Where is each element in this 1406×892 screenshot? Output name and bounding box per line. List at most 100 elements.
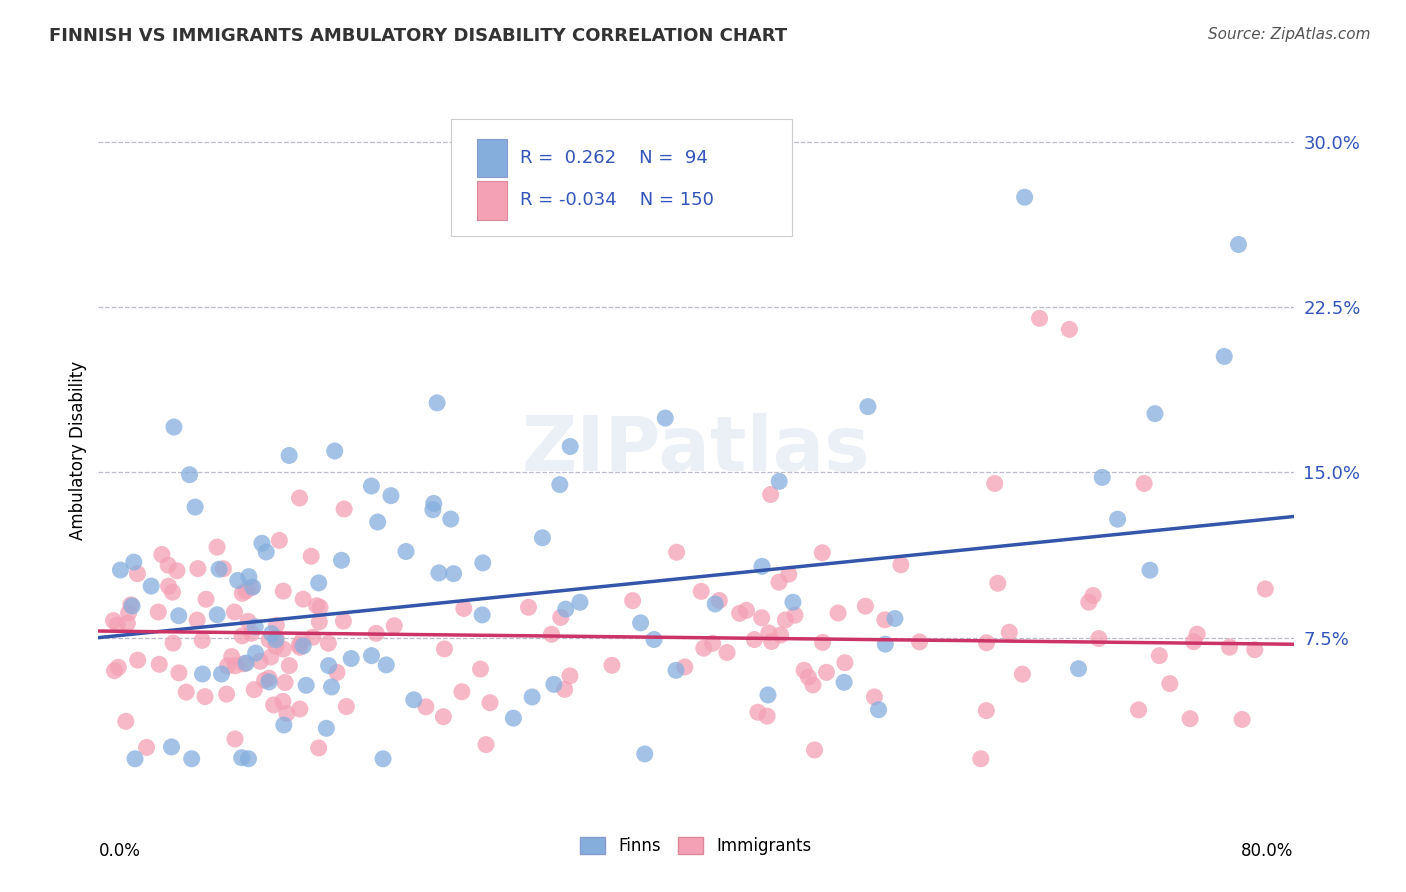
Point — [761, 634, 783, 648]
Point — [367, 515, 389, 529]
Point — [1107, 512, 1129, 526]
Point — [520, 690, 543, 704]
Point — [1133, 476, 1156, 491]
Point — [853, 599, 876, 614]
Bar — [477, 138, 508, 178]
Point — [1067, 662, 1090, 676]
Point — [332, 614, 354, 628]
Point — [276, 706, 298, 721]
Point — [295, 678, 318, 692]
Point — [180, 752, 202, 766]
Point — [375, 657, 398, 672]
Point — [517, 600, 540, 615]
Point — [243, 682, 266, 697]
Point — [1139, 563, 1161, 577]
Point — [309, 600, 332, 615]
Point — [224, 605, 246, 619]
Point — [235, 656, 257, 670]
Text: 0.0%: 0.0% — [98, 841, 141, 860]
Point — [673, 660, 696, 674]
Point — [868, 703, 890, 717]
Point — [194, 690, 217, 704]
Point — [117, 616, 139, 631]
Point — [1182, 634, 1205, 648]
Point — [318, 658, 340, 673]
Point — [1128, 703, 1150, 717]
Point — [186, 613, 208, 627]
Point — [987, 576, 1010, 591]
Point — [162, 636, 184, 650]
Point — [260, 650, 283, 665]
Point — [121, 599, 143, 613]
Point — [422, 496, 444, 510]
Point — [167, 608, 190, 623]
Point — [654, 411, 676, 425]
Point — [440, 512, 463, 526]
Point — [600, 658, 623, 673]
Point — [690, 584, 713, 599]
Point — [333, 502, 356, 516]
Point — [250, 536, 273, 550]
Point — [264, 640, 287, 654]
Point — [231, 586, 253, 600]
Point — [232, 657, 254, 671]
Point — [471, 607, 494, 622]
Point — [122, 555, 145, 569]
Point — [235, 584, 257, 599]
Point — [873, 613, 896, 627]
Point — [254, 545, 277, 559]
Point — [335, 699, 357, 714]
Point — [815, 665, 838, 680]
Point — [665, 663, 688, 677]
Point — [366, 626, 388, 640]
Point — [160, 739, 183, 754]
Text: Source: ZipAtlas.com: Source: ZipAtlas.com — [1208, 27, 1371, 42]
Point — [249, 654, 271, 668]
Point — [257, 671, 280, 685]
Point — [157, 558, 180, 573]
Point — [803, 743, 825, 757]
Point — [292, 639, 315, 653]
Point — [278, 658, 301, 673]
Point — [271, 694, 294, 708]
Point — [380, 489, 402, 503]
Text: R =  0.262    N =  94: R = 0.262 N = 94 — [520, 149, 709, 167]
Point — [811, 635, 834, 649]
Point — [768, 475, 790, 489]
Point — [211, 667, 233, 681]
Point — [554, 682, 576, 697]
Point — [775, 613, 797, 627]
Point — [402, 693, 425, 707]
Point — [238, 569, 260, 583]
Point — [221, 649, 243, 664]
Point — [554, 602, 576, 616]
Point — [768, 575, 790, 590]
Point — [1149, 648, 1171, 663]
Point — [432, 709, 454, 723]
Point — [1087, 632, 1109, 646]
Point — [124, 752, 146, 766]
Point — [224, 658, 246, 673]
Point — [238, 752, 260, 766]
Point — [245, 620, 267, 634]
Point — [470, 662, 492, 676]
Point — [751, 611, 773, 625]
Text: FINNISH VS IMMIGRANTS AMBULATORY DISABILITY CORRELATION CHART: FINNISH VS IMMIGRANTS AMBULATORY DISABIL… — [49, 27, 787, 45]
Point — [288, 702, 311, 716]
Point — [120, 598, 142, 612]
Point — [665, 545, 688, 559]
Point — [1028, 311, 1050, 326]
Point — [191, 633, 214, 648]
Point — [426, 396, 449, 410]
Point — [756, 709, 779, 723]
Point — [863, 690, 886, 704]
Point — [801, 678, 824, 692]
Point — [231, 750, 253, 764]
Point — [260, 626, 283, 640]
Point — [240, 581, 263, 595]
Point — [769, 628, 792, 642]
Point — [208, 562, 231, 576]
Point — [148, 657, 170, 672]
Point — [395, 544, 418, 558]
Point — [231, 629, 253, 643]
